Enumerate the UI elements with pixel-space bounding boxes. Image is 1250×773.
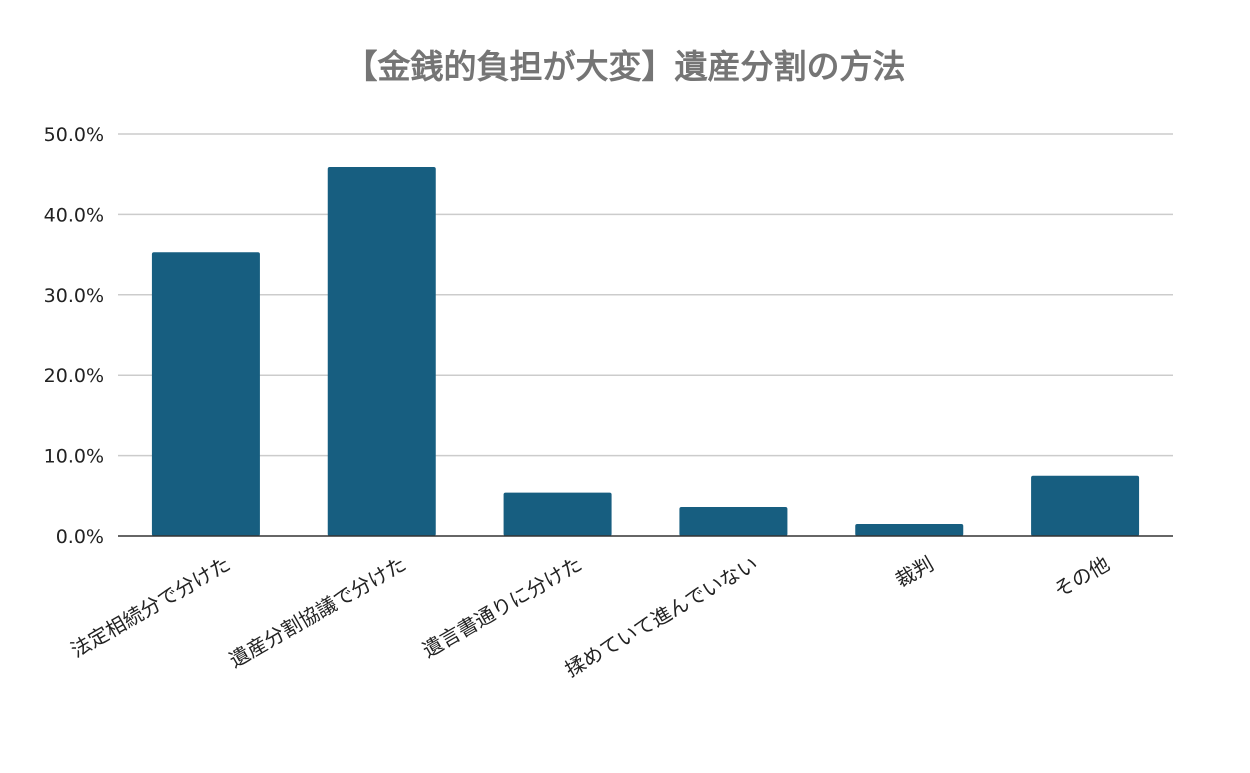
x-category-label: その他 xyxy=(1050,552,1114,603)
x-category-label: 遺言書通りに分けた xyxy=(418,552,586,663)
y-axis-ticks: 0.0% 10.0% 20.0% 30.0% 40.0% 50.0% xyxy=(44,124,104,548)
x-category-label: 法定相続分で分けた xyxy=(67,552,235,663)
chart-title: 【金銭的負担が大変】遺産分割の方法 xyxy=(345,47,906,86)
bar xyxy=(503,492,612,536)
x-category-label: 揉めていて進んでいない xyxy=(561,552,762,682)
bar xyxy=(855,523,964,536)
y-tick-label: 50.0% xyxy=(44,124,104,146)
y-tick-label: 10.0% xyxy=(44,446,104,468)
y-tick-label: 20.0% xyxy=(44,365,104,387)
x-category-label: 遺産分割協議で分けた xyxy=(225,552,410,673)
x-category-label: 裁判 xyxy=(891,552,938,593)
y-tick-label: 30.0% xyxy=(44,285,104,307)
y-tick-label: 0.0% xyxy=(56,526,104,548)
bar xyxy=(679,507,788,536)
gridlines xyxy=(118,133,1173,457)
bar xyxy=(151,252,260,537)
bar xyxy=(327,166,436,537)
bars xyxy=(151,166,1140,537)
bar xyxy=(1031,475,1140,536)
y-tick-label: 40.0% xyxy=(44,204,104,226)
